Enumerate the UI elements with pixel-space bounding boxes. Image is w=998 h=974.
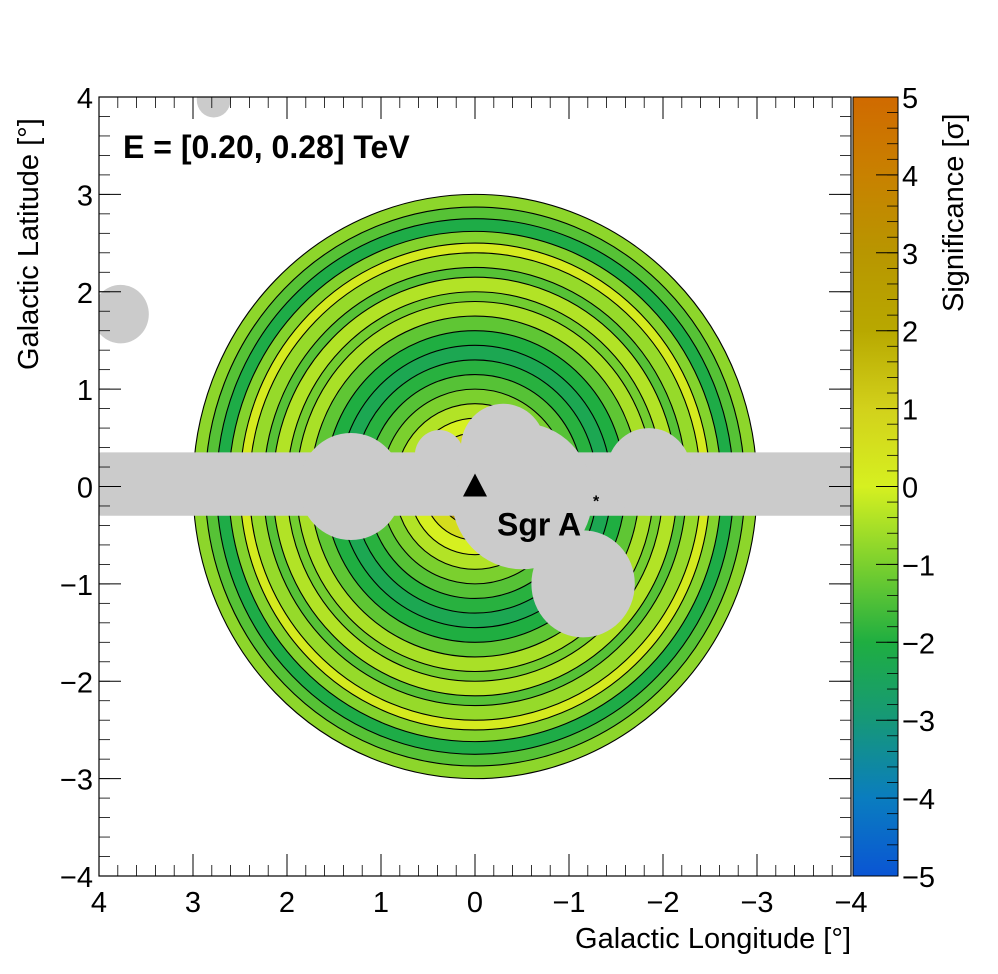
- x-tick-label: 4: [91, 887, 107, 919]
- source-marker-sgr-a: Sgr A *: [463, 473, 600, 543]
- x-tick-label: −4: [834, 887, 867, 919]
- excluded-circle: [99, 284, 149, 344]
- colorbar-tick-label: −4: [902, 784, 935, 816]
- excluded-circle: [196, 97, 231, 118]
- source-name-label: Sgr A: [497, 507, 581, 543]
- colorbar-title: Significance [σ]: [938, 114, 970, 312]
- colorbar-ticks: 5 4 3 2 1 0 −1 −2 −3 −4 −5: [876, 83, 935, 894]
- colorbar-tick-label: −2: [902, 628, 935, 660]
- y-axis-title: Galactic Latitude [°]: [13, 118, 45, 370]
- y-tick-label: −1: [60, 570, 93, 602]
- source-name-superscript: *: [593, 494, 600, 511]
- excluded-circle: [299, 432, 403, 541]
- y-tick-label: −4: [60, 862, 93, 894]
- x-tick-label: 3: [185, 887, 201, 919]
- x-axis-ticks: 4 3 2 1 0 −1 −2 −3 −4: [91, 97, 868, 919]
- y-tick-label: 2: [77, 278, 93, 310]
- x-tick-label: 2: [279, 887, 295, 919]
- colorbar-tick-label: 2: [902, 317, 918, 349]
- colorbar-tick-label: 0: [902, 473, 918, 505]
- x-tick-label: −1: [552, 887, 585, 919]
- excluded-circle: [460, 403, 546, 492]
- colorbar: 5 4 3 2 1 0 −1 −2 −3 −4 −5 Significance [σ]: [852, 83, 970, 894]
- y-axis-ticks: 4 3 2 1 0 −1 −2 −3 −4: [60, 83, 851, 894]
- colorbar-tick-label: 3: [902, 239, 918, 271]
- excluded-circle: [414, 430, 464, 481]
- colorbar-tick-label: 5: [902, 83, 918, 115]
- x-tick-label: 1: [373, 887, 389, 919]
- y-tick-label: 1: [77, 375, 93, 407]
- plot-area: [99, 97, 851, 876]
- energy-range-label: E = [0.20, 0.28] TeV: [123, 129, 410, 165]
- y-tick-label: −3: [60, 765, 93, 797]
- x-tick-label: −2: [646, 887, 679, 919]
- x-tick-label: 0: [467, 887, 483, 919]
- x-tick-label: −3: [740, 887, 773, 919]
- y-tick-label: −2: [60, 667, 93, 699]
- colorbar-tick-label: −5: [902, 862, 935, 894]
- colorbar-tick-label: 4: [902, 161, 918, 193]
- y-tick-label: 3: [77, 180, 93, 212]
- x-axis-title: Galactic Longitude [°]: [575, 923, 851, 955]
- excluded-circle: [531, 530, 635, 638]
- y-tick-label: 0: [77, 473, 93, 505]
- y-tick-label: 4: [77, 83, 93, 115]
- excluded-circle: [606, 428, 692, 516]
- colorbar-tick-label: −3: [902, 706, 935, 738]
- triangle-marker-icon: [463, 473, 487, 497]
- colorbar-tick-label: 1: [902, 395, 918, 427]
- colorbar-tick-label: −1: [902, 550, 935, 582]
